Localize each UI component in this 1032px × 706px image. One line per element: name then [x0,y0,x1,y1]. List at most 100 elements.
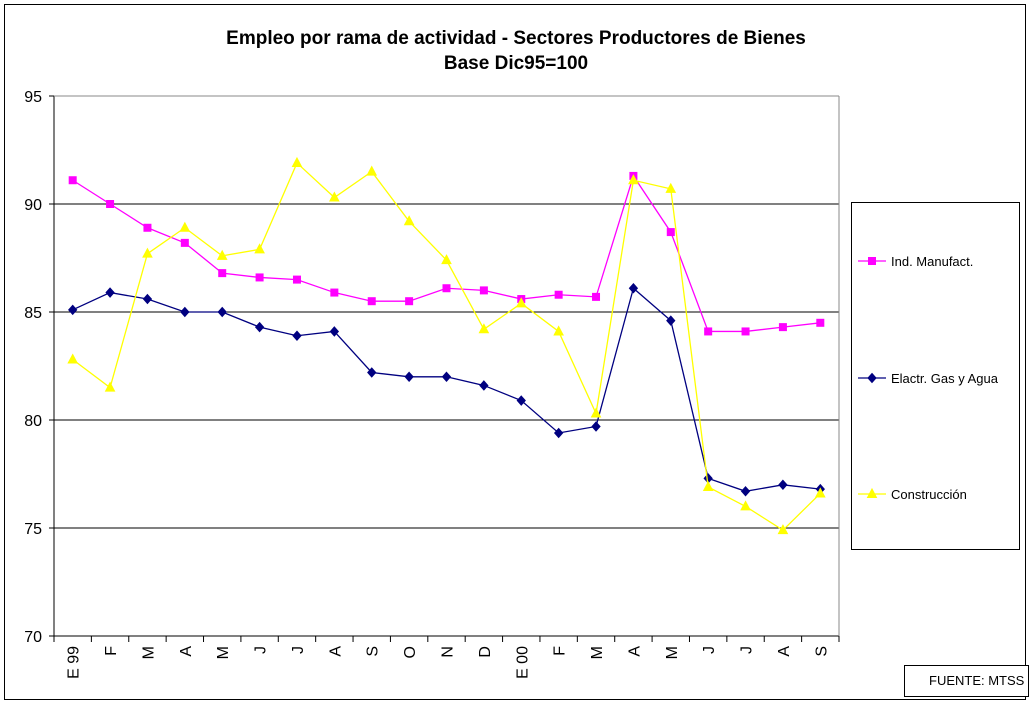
legend-label: Ind. Manufact. [891,253,974,269]
x-tick-label: J [701,646,718,654]
data-point-ind-manufact [292,275,301,284]
x-tick-label: M [589,646,606,659]
data-point-elactr-gas-y-agua [591,421,601,432]
plot-area [54,96,839,636]
data-point-elactr-gas-y-agua [142,293,153,305]
x-tick-label: A [626,646,643,657]
data-point-ind-manufact [367,297,376,306]
legend-swatch [858,372,886,384]
data-point-construcci-n [553,325,564,336]
x-tick-label: J [290,646,307,654]
x-tick-label: S [813,646,830,657]
legend-item-construcci-n: Construcción [856,484,967,504]
legend-label: Construcción [891,486,967,502]
y-tick-label: 90 [24,197,42,214]
x-tick-label: F [552,646,569,656]
data-point-construcci-n [702,480,714,491]
data-point-construcci-n [515,297,527,308]
x-tick-label: F [103,646,120,656]
data-point-elactr-gas-y-agua [180,306,190,318]
x-tick-label: D [477,646,494,658]
data-point-construcci-n [478,323,490,334]
y-tick-label: 70 [24,629,42,646]
legend-item-elactr-gas-y-agua: Elactr. Gas y Agua [856,368,998,388]
data-point-ind-manufact [479,286,488,295]
legend-item-ind-manufact: Ind. Manufact. [856,251,973,271]
x-tick-label: A [178,646,195,657]
data-point-ind-manufact [180,238,189,247]
x-tick-label: A [327,646,344,657]
data-point-ind-manufact [741,327,750,336]
data-point-elactr-gas-y-agua [778,479,788,491]
data-point-elactr-gas-y-agua [105,287,115,298]
data-point-elactr-gas-y-agua [479,380,489,391]
data-point-construcci-n [216,249,228,260]
data-point-construcci-n [665,182,677,193]
legend-swatch [858,257,886,265]
data-point-ind-manufact [592,292,601,301]
x-tick-label: O [402,646,419,658]
x-tick-label: E 99 [66,646,83,679]
data-point-ind-manufact [778,323,787,332]
chart-subtitle: Base Dic95=100 [443,53,589,74]
x-tick-label: J [739,646,756,654]
data-point-elactr-gas-y-agua [516,395,526,406]
data-point-ind-manufact [816,318,825,327]
data-point-ind-manufact [554,290,563,299]
data-point-construcci-n [777,524,789,535]
data-point-elactr-gas-y-agua [404,371,414,383]
x-tick-label: J [253,646,270,654]
data-point-construcci-n [291,156,303,167]
data-point-construcci-n [814,487,826,498]
x-tick-label: A [776,646,793,657]
data-point-ind-manufact [68,176,77,185]
data-point-elactr-gas-y-agua [367,367,377,378]
x-tick-label: M [664,646,681,659]
y-tick-label: 85 [24,305,42,322]
data-point-ind-manufact [218,269,227,278]
data-point-elactr-gas-y-agua [553,427,564,439]
data-point-construcci-n [67,353,79,364]
x-tick-label: M [215,646,232,659]
x-tick-label: E 00 [514,646,531,679]
data-point-construcci-n [366,165,378,176]
data-point-construcci-n [441,254,452,265]
data-point-elactr-gas-y-agua [441,371,452,383]
data-point-elactr-gas-y-agua [740,486,751,497]
data-point-ind-manufact [106,200,115,208]
data-point-construcci-n [142,247,153,258]
data-point-elactr-gas-y-agua [628,282,639,294]
data-point-construcci-n [329,191,340,202]
data-point-construcci-n [403,215,415,226]
data-point-ind-manufact [143,223,152,232]
chart-frame [4,4,1026,700]
data-point-ind-manufact [330,288,339,297]
data-point-construcci-n [179,221,191,232]
chart-title-block: Empleo por rama de actividad - Sectores … [0,26,1032,76]
y-tick-label: 75 [24,521,42,538]
data-point-elactr-gas-y-agua [329,326,340,337]
chart-title: Empleo por rama de actividad - Sectores … [226,28,806,49]
data-point-construcci-n [590,407,602,418]
x-tick-label: S [365,646,382,657]
data-point-construcci-n [628,174,639,185]
data-point-elactr-gas-y-agua [217,306,227,318]
data-point-elactr-gas-y-agua [68,304,78,316]
data-point-ind-manufact [442,284,451,293]
x-tick-label: N [440,646,457,658]
y-tick-label: 80 [24,413,42,430]
data-point-elactr-gas-y-agua [254,321,265,333]
data-point-elactr-gas-y-agua [666,315,676,326]
data-point-construcci-n [254,243,265,254]
data-point-ind-manufact [666,228,675,237]
data-point-elactr-gas-y-agua [292,330,302,342]
data-point-construcci-n [104,381,116,392]
legend: Ind. Manufact. Elactr. Gas y Agua Construc… [851,202,1020,550]
data-point-ind-manufact [704,327,713,336]
source-note: FUENTE: MTSS [904,665,1029,697]
data-point-ind-manufact [255,273,264,282]
x-tick-label: M [140,646,157,659]
data-point-ind-manufact [405,297,414,306]
y-tick-label: 95 [24,89,42,106]
